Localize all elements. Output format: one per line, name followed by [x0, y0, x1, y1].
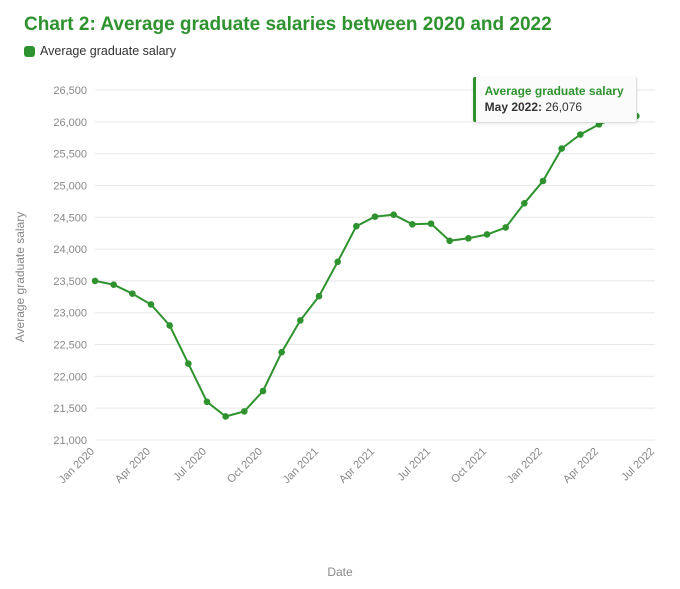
legend-swatch-icon — [24, 46, 35, 57]
tooltip: Average graduate salary May 2022: 26,076 — [473, 77, 637, 123]
chart-title: Chart 2: Average graduate salaries betwe… — [24, 14, 552, 36]
svg-text:Oct 2020: Oct 2020 — [225, 446, 265, 486]
tooltip-value: 26,076 — [545, 100, 582, 114]
tooltip-series-name: Average graduate salary — [485, 84, 624, 98]
svg-text:25,000: 25,000 — [53, 180, 87, 192]
svg-text:Jan 2022: Jan 2022 — [505, 446, 545, 486]
svg-text:22,000: 22,000 — [53, 371, 87, 383]
svg-text:Apr 2021: Apr 2021 — [337, 446, 377, 486]
legend-series-label: Average graduate salary — [40, 44, 176, 58]
svg-text:26,000: 26,000 — [53, 117, 87, 129]
legend: Average graduate salary — [24, 44, 176, 58]
svg-text:24,000: 24,000 — [53, 244, 87, 256]
svg-text:21,500: 21,500 — [53, 403, 87, 415]
tooltip-date: May 2022 — [485, 100, 538, 114]
y-tick-labels: 21,000 21,500 22,000 22,500 23,000 23,500 24,0… — [53, 85, 87, 447]
chart-area: Average graduate salary 21,000 21,500 22,0… — [0, 70, 680, 589]
svg-text:26,500: 26,500 — [53, 85, 87, 97]
svg-text:Oct 2021: Oct 2021 — [449, 446, 489, 486]
svg-text:Jul 2021: Jul 2021 — [395, 446, 433, 484]
x-tick-labels: Jan 2020 Apr 2020 Jul 2020 Oct 2020 Jan 2021… — [57, 446, 657, 486]
svg-text:Jan 2021: Jan 2021 — [281, 446, 321, 486]
series-markers — [92, 113, 640, 420]
svg-text:Jul 2020: Jul 2020 — [171, 446, 209, 484]
tooltip-value-row: May 2022: 26,076 — [485, 100, 624, 114]
svg-text:Apr 2022: Apr 2022 — [561, 446, 601, 486]
series-line — [95, 116, 636, 416]
svg-text:Jan 2020: Jan 2020 — [57, 446, 97, 486]
svg-text:23,000: 23,000 — [53, 308, 87, 320]
plot-svg: 21,000 21,500 22,000 22,500 23,000 23,500 24,0… — [0, 70, 680, 530]
svg-text:23,500: 23,500 — [53, 276, 87, 288]
x-axis-label: Date — [0, 565, 680, 579]
svg-text:25,500: 25,500 — [53, 149, 87, 161]
chart-frame: Chart 2: Average graduate salaries betwe… — [0, 0, 680, 589]
svg-text:24,500: 24,500 — [53, 212, 87, 224]
svg-text:22,500: 22,500 — [53, 340, 87, 352]
svg-text:21,000: 21,000 — [53, 435, 87, 447]
svg-text:Jul 2022: Jul 2022 — [619, 446, 657, 484]
svg-text:Apr 2020: Apr 2020 — [113, 446, 153, 486]
